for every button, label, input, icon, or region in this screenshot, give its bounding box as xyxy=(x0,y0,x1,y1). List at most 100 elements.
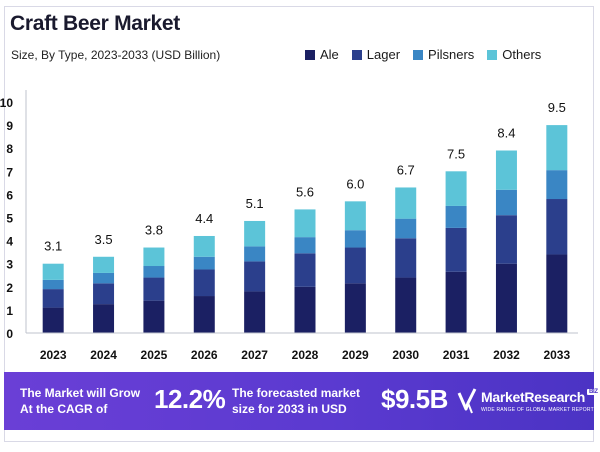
bar-segment-others xyxy=(395,187,417,219)
chart-legend: Ale Lager Pilsners Others xyxy=(305,47,541,62)
x-tick-label: 2028 xyxy=(292,348,319,362)
bar-segment-pilsners xyxy=(395,218,417,239)
bar-segment-others xyxy=(495,150,517,190)
summary-banner: The Market will Grow At the CAGR of 12.2… xyxy=(4,372,600,430)
bar-segment-lager xyxy=(42,289,64,308)
legend-label-pilsners: Pilsners xyxy=(428,47,475,62)
bar-segment-others xyxy=(546,125,568,171)
bar-segment-pilsners xyxy=(42,279,64,290)
bar-total-label: 3.1 xyxy=(44,239,62,254)
legend-swatch-others xyxy=(487,49,498,60)
legend-label-lager: Lager xyxy=(366,47,401,62)
bar-segment-others xyxy=(294,209,316,238)
bar-segment-ale xyxy=(445,271,467,333)
legend-swatch-lager xyxy=(351,49,362,60)
bar-segment-pilsners xyxy=(344,230,366,248)
legend-item-others: Others xyxy=(487,47,541,62)
bar-segment-others xyxy=(143,247,165,267)
bar-segment-pilsners xyxy=(495,189,517,216)
bar-segment-pilsners xyxy=(244,246,266,262)
bar-total-label: 8.4 xyxy=(497,126,515,141)
bar-segment-pilsners xyxy=(93,272,115,284)
bar-segment-ale xyxy=(244,291,266,333)
bar-total-label: 9.5 xyxy=(548,100,566,115)
bar-segment-lager xyxy=(143,277,165,301)
bar-total-label: 5.1 xyxy=(246,196,264,211)
bar-total-label: 4.4 xyxy=(195,211,213,226)
bar-segment-lager xyxy=(193,269,215,297)
bar-segment-others xyxy=(445,171,467,206)
bar-segment-ale xyxy=(546,254,568,333)
bar-segment-pilsners xyxy=(546,170,568,200)
forecast-caption: The forecasted market size for 2033 in U… xyxy=(232,386,361,416)
bar-segment-others xyxy=(244,220,266,247)
chart-title: Craft Beer Market xyxy=(10,12,180,35)
y-tick-label: 9 xyxy=(6,119,13,133)
x-tick-label: 2029 xyxy=(342,348,369,362)
x-tick-label: 2023 xyxy=(40,348,67,362)
x-tick-label: 2030 xyxy=(392,348,419,362)
bar-segment-ale xyxy=(93,304,115,333)
y-tick-label: 2 xyxy=(6,281,13,295)
y-tick-label: 6 xyxy=(6,188,13,202)
legend-label-others: Others xyxy=(502,47,542,62)
x-tick-label: 2031 xyxy=(443,348,470,362)
forecast-value: $9.5B xyxy=(381,384,448,414)
y-tick-label: 8 xyxy=(6,142,13,156)
x-tick-label: 2032 xyxy=(493,348,520,362)
bar-segment-pilsners xyxy=(294,237,316,254)
bar-segment-pilsners xyxy=(143,266,165,278)
legend-item-lager: Lager xyxy=(351,47,401,62)
bar-segment-lager xyxy=(546,199,568,255)
bar-segment-ale xyxy=(495,263,517,333)
y-tick-label: 0 xyxy=(6,327,13,341)
x-tick-label: 2025 xyxy=(141,348,168,362)
y-tick-label: 1 xyxy=(6,304,13,318)
bar-segment-pilsners xyxy=(193,256,215,270)
bar-segment-ale xyxy=(143,300,165,333)
chart-subtitle: Size, By Type, 2023-2033 (USD Billion) xyxy=(11,48,221,62)
bar-total-label: 6.7 xyxy=(397,162,415,177)
x-tick-label: 2027 xyxy=(241,348,268,362)
logo-mark-icon xyxy=(457,388,477,414)
bar-segment-ale xyxy=(344,283,366,333)
x-tick-label: 2033 xyxy=(543,348,570,362)
cagr-value: 12.2% xyxy=(154,384,226,414)
bar-segment-lager xyxy=(294,253,316,287)
bar-segment-ale xyxy=(42,307,64,333)
logo-name: MarketResearch BIZ xyxy=(481,389,600,405)
bar-total-label: 7.5 xyxy=(447,146,465,161)
bar-segment-ale xyxy=(294,286,316,333)
bar-segment-ale xyxy=(193,296,215,333)
bar-segment-others xyxy=(93,256,115,273)
logo-tagline: WIDE RANGE OF GLOBAL MARKET REPORTS xyxy=(481,407,598,413)
cagr-caption: The Market will Grow At the CAGR of xyxy=(20,386,141,416)
x-tick-label: 2024 xyxy=(90,348,117,362)
bar-segment-lager xyxy=(344,247,366,284)
logo-name-text: MarketResearch xyxy=(481,389,585,405)
bar-total-label: 6.0 xyxy=(346,176,364,191)
bar-total-label: 3.8 xyxy=(145,223,163,238)
bar-segment-lager xyxy=(93,283,115,305)
bar-segment-others xyxy=(344,201,366,231)
bar-segment-pilsners xyxy=(445,205,467,228)
marketresearch-logo[interactable]: MarketResearch BIZ WIDE RANGE OF GLOBAL M… xyxy=(457,387,600,417)
bar-total-label: 3.5 xyxy=(95,232,113,247)
bar-segment-lager xyxy=(244,261,266,292)
legend-swatch-ale xyxy=(305,49,315,60)
y-tick-label: 4 xyxy=(6,235,13,249)
legend-swatch-pilsners xyxy=(413,49,424,60)
stacked-bar-chart: 0 1 2 3 4 5 6 7 8 9 10 3.1 2023 3.5 2024 3.8 2025 4.4 2026… xyxy=(0,90,578,362)
x-tick-label: 2026 xyxy=(191,348,218,362)
bar-segment-lager xyxy=(445,227,467,272)
y-tick-label: 5 xyxy=(6,212,13,226)
y-tick-label: 3 xyxy=(6,258,13,272)
bar-segment-lager xyxy=(495,215,517,264)
y-tick-label: 10 xyxy=(0,96,13,110)
bar-segment-others xyxy=(193,235,215,257)
y-tick-label: 7 xyxy=(6,165,13,179)
logo-badge: BIZ xyxy=(586,389,600,395)
legend-item-pilsners: Pilsners xyxy=(413,47,474,62)
bar-segment-others xyxy=(42,263,64,280)
bar-segment-lager xyxy=(395,238,417,278)
